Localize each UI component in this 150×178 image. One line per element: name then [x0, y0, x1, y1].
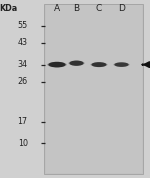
Text: 34: 34 — [18, 61, 28, 69]
Ellipse shape — [47, 62, 67, 67]
Ellipse shape — [48, 62, 66, 67]
Text: D: D — [118, 4, 125, 12]
Text: A: A — [54, 4, 60, 12]
Ellipse shape — [68, 61, 85, 66]
Ellipse shape — [69, 61, 84, 66]
Text: 10: 10 — [18, 139, 28, 148]
Text: KDa: KDa — [0, 4, 17, 12]
Text: C: C — [96, 4, 102, 12]
Ellipse shape — [90, 62, 108, 67]
Ellipse shape — [92, 62, 106, 67]
Ellipse shape — [113, 62, 130, 67]
Text: 43: 43 — [18, 38, 28, 47]
Text: 17: 17 — [18, 117, 28, 126]
Bar — [46, 5, 142, 173]
Text: 26: 26 — [18, 77, 28, 86]
Ellipse shape — [114, 62, 129, 67]
Bar — [44, 4, 143, 174]
Text: 55: 55 — [18, 21, 28, 30]
Text: B: B — [74, 4, 80, 12]
